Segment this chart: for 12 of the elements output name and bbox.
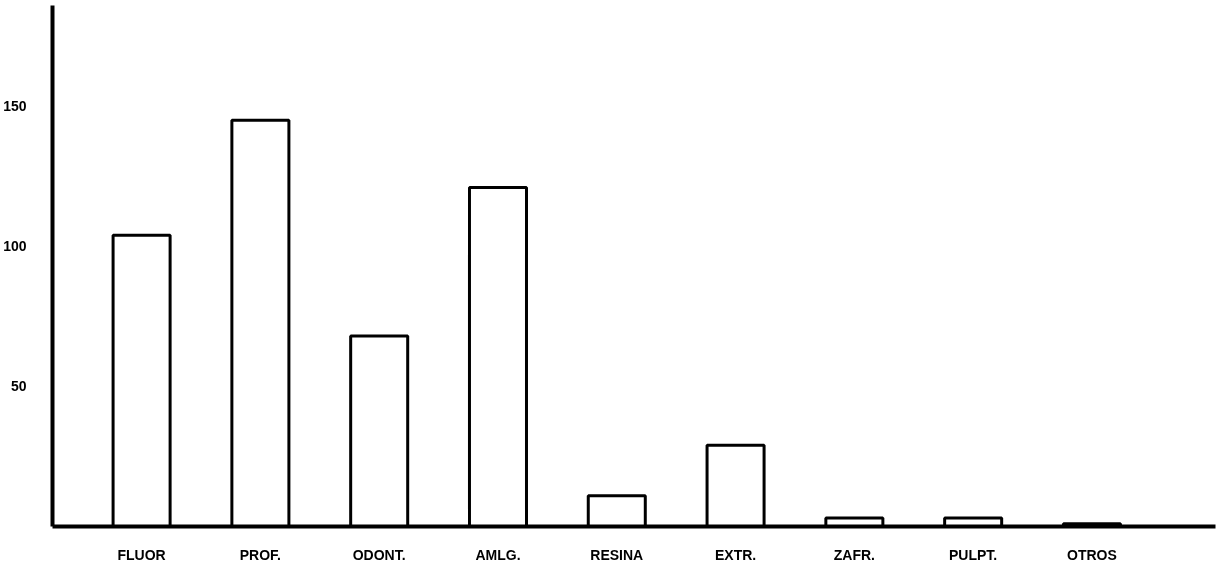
y-tick-label: 100 — [3, 238, 27, 255]
x-tick-label: EXTR. — [714, 546, 757, 563]
x-tick-label: PROF. — [239, 546, 282, 563]
x-tick-label: RESINA — [590, 546, 644, 563]
x-tick-label: ODONT. — [352, 546, 406, 563]
x-tick-label: PULPT. — [949, 546, 998, 563]
y-tick-label: 150 — [3, 98, 27, 115]
x-tick-label: AMLG. — [475, 546, 521, 563]
x-tick-label: FLUOR — [117, 546, 166, 563]
x-tick-label: ZAFR. — [833, 546, 875, 563]
x-tick-label: OTROS — [1067, 546, 1117, 563]
y-tick-label: 50 — [10, 378, 27, 395]
